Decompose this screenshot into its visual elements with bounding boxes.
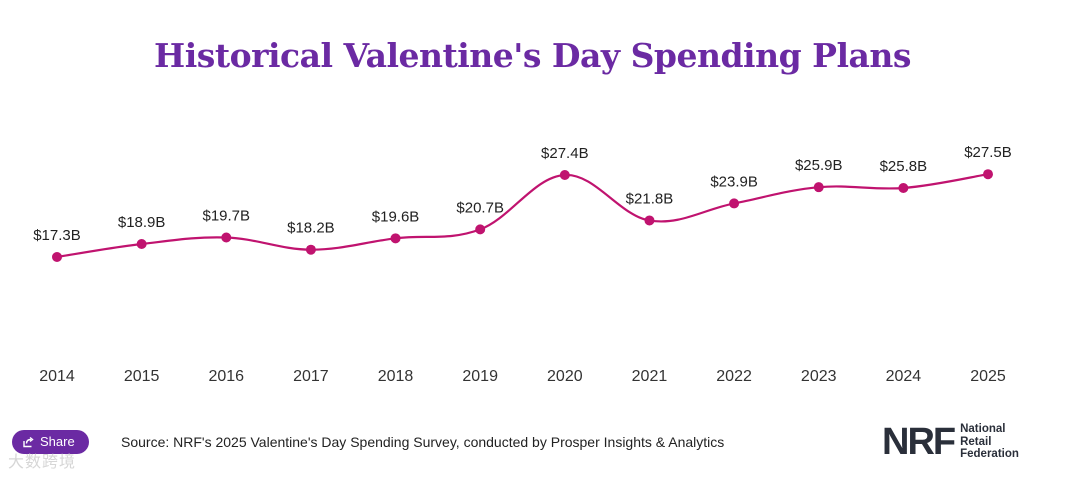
data-point-2025[interactable]: [983, 169, 993, 180]
data-label-2022: $23.9B: [710, 173, 758, 190]
x-tick-2019: 2019: [462, 368, 498, 385]
data-point-2024[interactable]: [898, 182, 909, 193]
data-point-2021[interactable]: [644, 215, 655, 226]
data-point-2022[interactable]: [729, 198, 740, 209]
data-point-2017[interactable]: [305, 244, 316, 255]
nrf-logo-mark: NRF: [882, 421, 956, 463]
share-label: Share: [40, 434, 75, 449]
x-tick-2022: 2022: [716, 368, 752, 385]
data-label-2015: $18.9B: [118, 214, 166, 231]
nrf-logo-text: National Retail Federation: [960, 423, 1019, 461]
watermark: 大数跨境: [8, 454, 77, 471]
data-label-2023: $25.9B: [795, 157, 843, 174]
x-tick-2024: 2024: [886, 368, 922, 385]
x-tick-2014: 2014: [39, 368, 75, 385]
x-tick-2020: 2020: [547, 368, 583, 385]
data-label-2019: $20.7B: [456, 199, 504, 216]
data-label-2020: $27.4B: [541, 145, 589, 162]
data-point-2023[interactable]: [813, 182, 824, 193]
data-point-2016[interactable]: [221, 232, 232, 243]
share-button[interactable]: Share: [12, 430, 89, 454]
logo-line-3: Federation: [960, 448, 1019, 461]
x-tick-2023: 2023: [801, 368, 837, 385]
x-tick-2025: 2025: [970, 368, 1006, 385]
data-label-2024: $25.8B: [880, 158, 928, 175]
data-point-2014[interactable]: [52, 252, 62, 262]
x-tick-2017: 2017: [293, 368, 329, 385]
data-label-2018: $19.6B: [372, 208, 420, 225]
series-line: [56, 173, 989, 259]
x-tick-2016: 2016: [208, 368, 244, 385]
share-icon: [23, 436, 34, 448]
logo-line-2: Retail: [960, 435, 992, 448]
data-label-2021: $21.8B: [626, 190, 674, 207]
data-label-2016: $19.7B: [202, 208, 250, 225]
x-tick-2015: 2015: [124, 368, 160, 385]
logo-line-1: National: [960, 423, 1006, 436]
data-label-2025: $27.5B: [964, 144, 1012, 161]
data-point-2015[interactable]: [136, 239, 147, 250]
data-point-2018[interactable]: [390, 233, 401, 244]
x-tick-2021: 2021: [632, 368, 668, 385]
data-label-2014: $17.3B: [33, 227, 81, 244]
source-note: Source: NRF's 2025 Valentine's Day Spend…: [121, 434, 725, 450]
chart-title: Historical Valentine's Day Spending Plan…: [154, 36, 911, 75]
data-point-2019[interactable]: [475, 224, 486, 235]
nrf-logo[interactable]: NRF National Retail Federation: [882, 422, 1019, 462]
data-label-2017: $18.2B: [287, 220, 335, 237]
data-point-2020[interactable]: [559, 170, 570, 180]
x-tick-2018: 2018: [378, 368, 414, 385]
line-chart: $17.3B 2014 $18.9B 2015 $19.7B 2016 $18.2B 2017…: [33, 144, 1012, 385]
